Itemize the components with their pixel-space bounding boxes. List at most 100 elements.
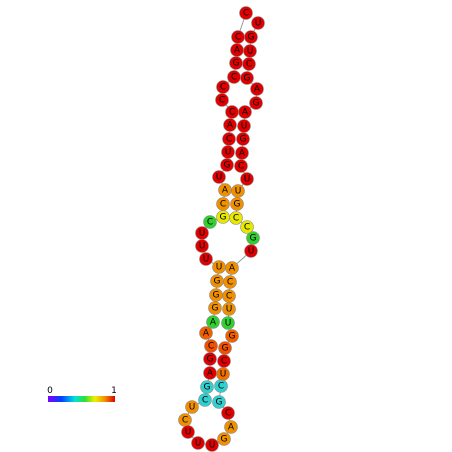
nucleotide-label: U — [199, 229, 206, 239]
nucleotide-label: U — [220, 370, 227, 380]
nucleotide: A — [203, 366, 217, 380]
colorbar-min: 0 — [47, 386, 53, 396]
nucleotide: C — [203, 215, 217, 229]
nucleotide-label: C — [225, 409, 231, 419]
nucleotide: U — [243, 44, 257, 58]
nucleotide-label: A — [228, 423, 235, 433]
nucleotide-label: C — [238, 162, 244, 172]
nucleotide-label: U — [225, 148, 232, 158]
nucleotide-label: A — [242, 108, 249, 118]
nucleotide-circle — [206, 315, 220, 329]
nucleotide-label: G — [250, 234, 257, 244]
nucleotide-circle — [235, 146, 249, 160]
nucleotide-label: A — [229, 264, 236, 274]
nucleotide-circle — [240, 172, 254, 186]
nucleotide: G — [218, 341, 232, 355]
nucleotide: C — [222, 132, 236, 146]
nucleotide-label: G — [253, 99, 260, 109]
nucleotide-label: G — [220, 213, 227, 223]
nucleotide: G — [216, 210, 230, 224]
nucleotide-label: C — [220, 83, 226, 93]
nucleotide: G — [212, 395, 226, 409]
nucleotide-circle — [244, 30, 258, 44]
nucleotide: C — [217, 354, 231, 368]
nucleotide: A — [238, 105, 252, 119]
nucleotide-label: A — [239, 149, 246, 159]
colorbar — [48, 396, 115, 402]
nucleotide: C — [216, 197, 230, 211]
nucleotide: G — [240, 71, 254, 85]
nucleotide: C — [221, 406, 235, 420]
nucleotide-circle — [240, 71, 254, 85]
nucleotide-label: A — [222, 186, 229, 196]
nucleotide: U — [212, 170, 226, 184]
nucleotide-circle — [222, 289, 236, 303]
nucleotide-label: C — [207, 218, 213, 228]
nucleotide-label: G — [244, 74, 251, 84]
nucleotide-label: U — [195, 439, 202, 449]
nucleotide: C — [240, 220, 254, 234]
nucleotide-label: U — [189, 403, 196, 413]
nucleotide-label: G — [222, 344, 229, 354]
nucleotide-label: U — [216, 263, 223, 273]
nucleotide-label: A — [227, 121, 234, 131]
nucleotide: U — [231, 184, 245, 198]
nucleotide-label: C — [235, 33, 241, 43]
nucleotide-circle — [218, 341, 232, 355]
nucleotide: U — [244, 244, 258, 258]
nucleotide-label: U — [248, 247, 255, 257]
nucleotide-circle — [199, 326, 213, 340]
colorbar-max: 1 — [111, 386, 117, 396]
nucleotide-circle — [240, 220, 254, 234]
nucleotide-circle — [212, 170, 226, 184]
nucleotide: U — [237, 119, 251, 133]
nucleotide-circle — [221, 406, 235, 420]
nucleotide-label: G — [221, 435, 228, 445]
nucleotide: U — [191, 436, 205, 450]
nucleotide: A — [223, 118, 237, 132]
nucleotide: U — [222, 302, 236, 316]
nucleotide: G — [209, 288, 223, 302]
nucleotide: G — [249, 96, 263, 110]
nucleotide: G — [225, 329, 239, 343]
nucleotide-label: C — [244, 223, 250, 233]
nucleotide-label: U — [255, 19, 262, 29]
nucleotide: G — [208, 301, 222, 315]
nucleotide-label: G — [216, 398, 223, 408]
nucleotide-label: C — [220, 200, 226, 210]
nucleotide-circle — [223, 275, 237, 289]
nucleotide-circle — [217, 432, 231, 446]
nucleotide: U — [216, 367, 230, 381]
nucleotide-label: C — [208, 342, 214, 352]
nucleotide-circle — [231, 184, 245, 198]
nucleotide-circle — [215, 93, 229, 107]
nucleotide-label: G — [240, 135, 247, 145]
nucleotide: A — [199, 326, 213, 340]
nucleotide-circle — [244, 244, 258, 258]
nucleotide: U — [221, 316, 235, 330]
nucleotide-circle — [199, 252, 213, 266]
nucleotide-label: G — [213, 291, 220, 301]
nucleotide: U — [240, 172, 254, 186]
nucleotide-circle — [229, 211, 243, 225]
nucleotide: G — [236, 132, 250, 146]
nucleotide: U — [195, 239, 209, 253]
nucleotide-circle — [225, 261, 239, 275]
nucleotide-label: A — [203, 329, 210, 339]
nucleotide-circle — [225, 329, 239, 343]
nucleotide-label: U — [244, 175, 251, 185]
nucleotide: C — [178, 413, 192, 427]
nucleotide: A — [230, 43, 244, 57]
nucleotide: U — [251, 16, 265, 30]
nucleotide-circle — [221, 316, 235, 330]
nucleotide: A — [250, 82, 264, 96]
nucleotide-label: U — [216, 173, 223, 183]
nucleotide: G — [203, 352, 217, 366]
nucleotide: C — [214, 379, 228, 393]
nucleotide: C — [227, 70, 241, 84]
nucleotide-circle — [185, 400, 199, 414]
nucleotide-label: U — [185, 428, 192, 438]
nucleotide-label: C — [182, 416, 188, 426]
